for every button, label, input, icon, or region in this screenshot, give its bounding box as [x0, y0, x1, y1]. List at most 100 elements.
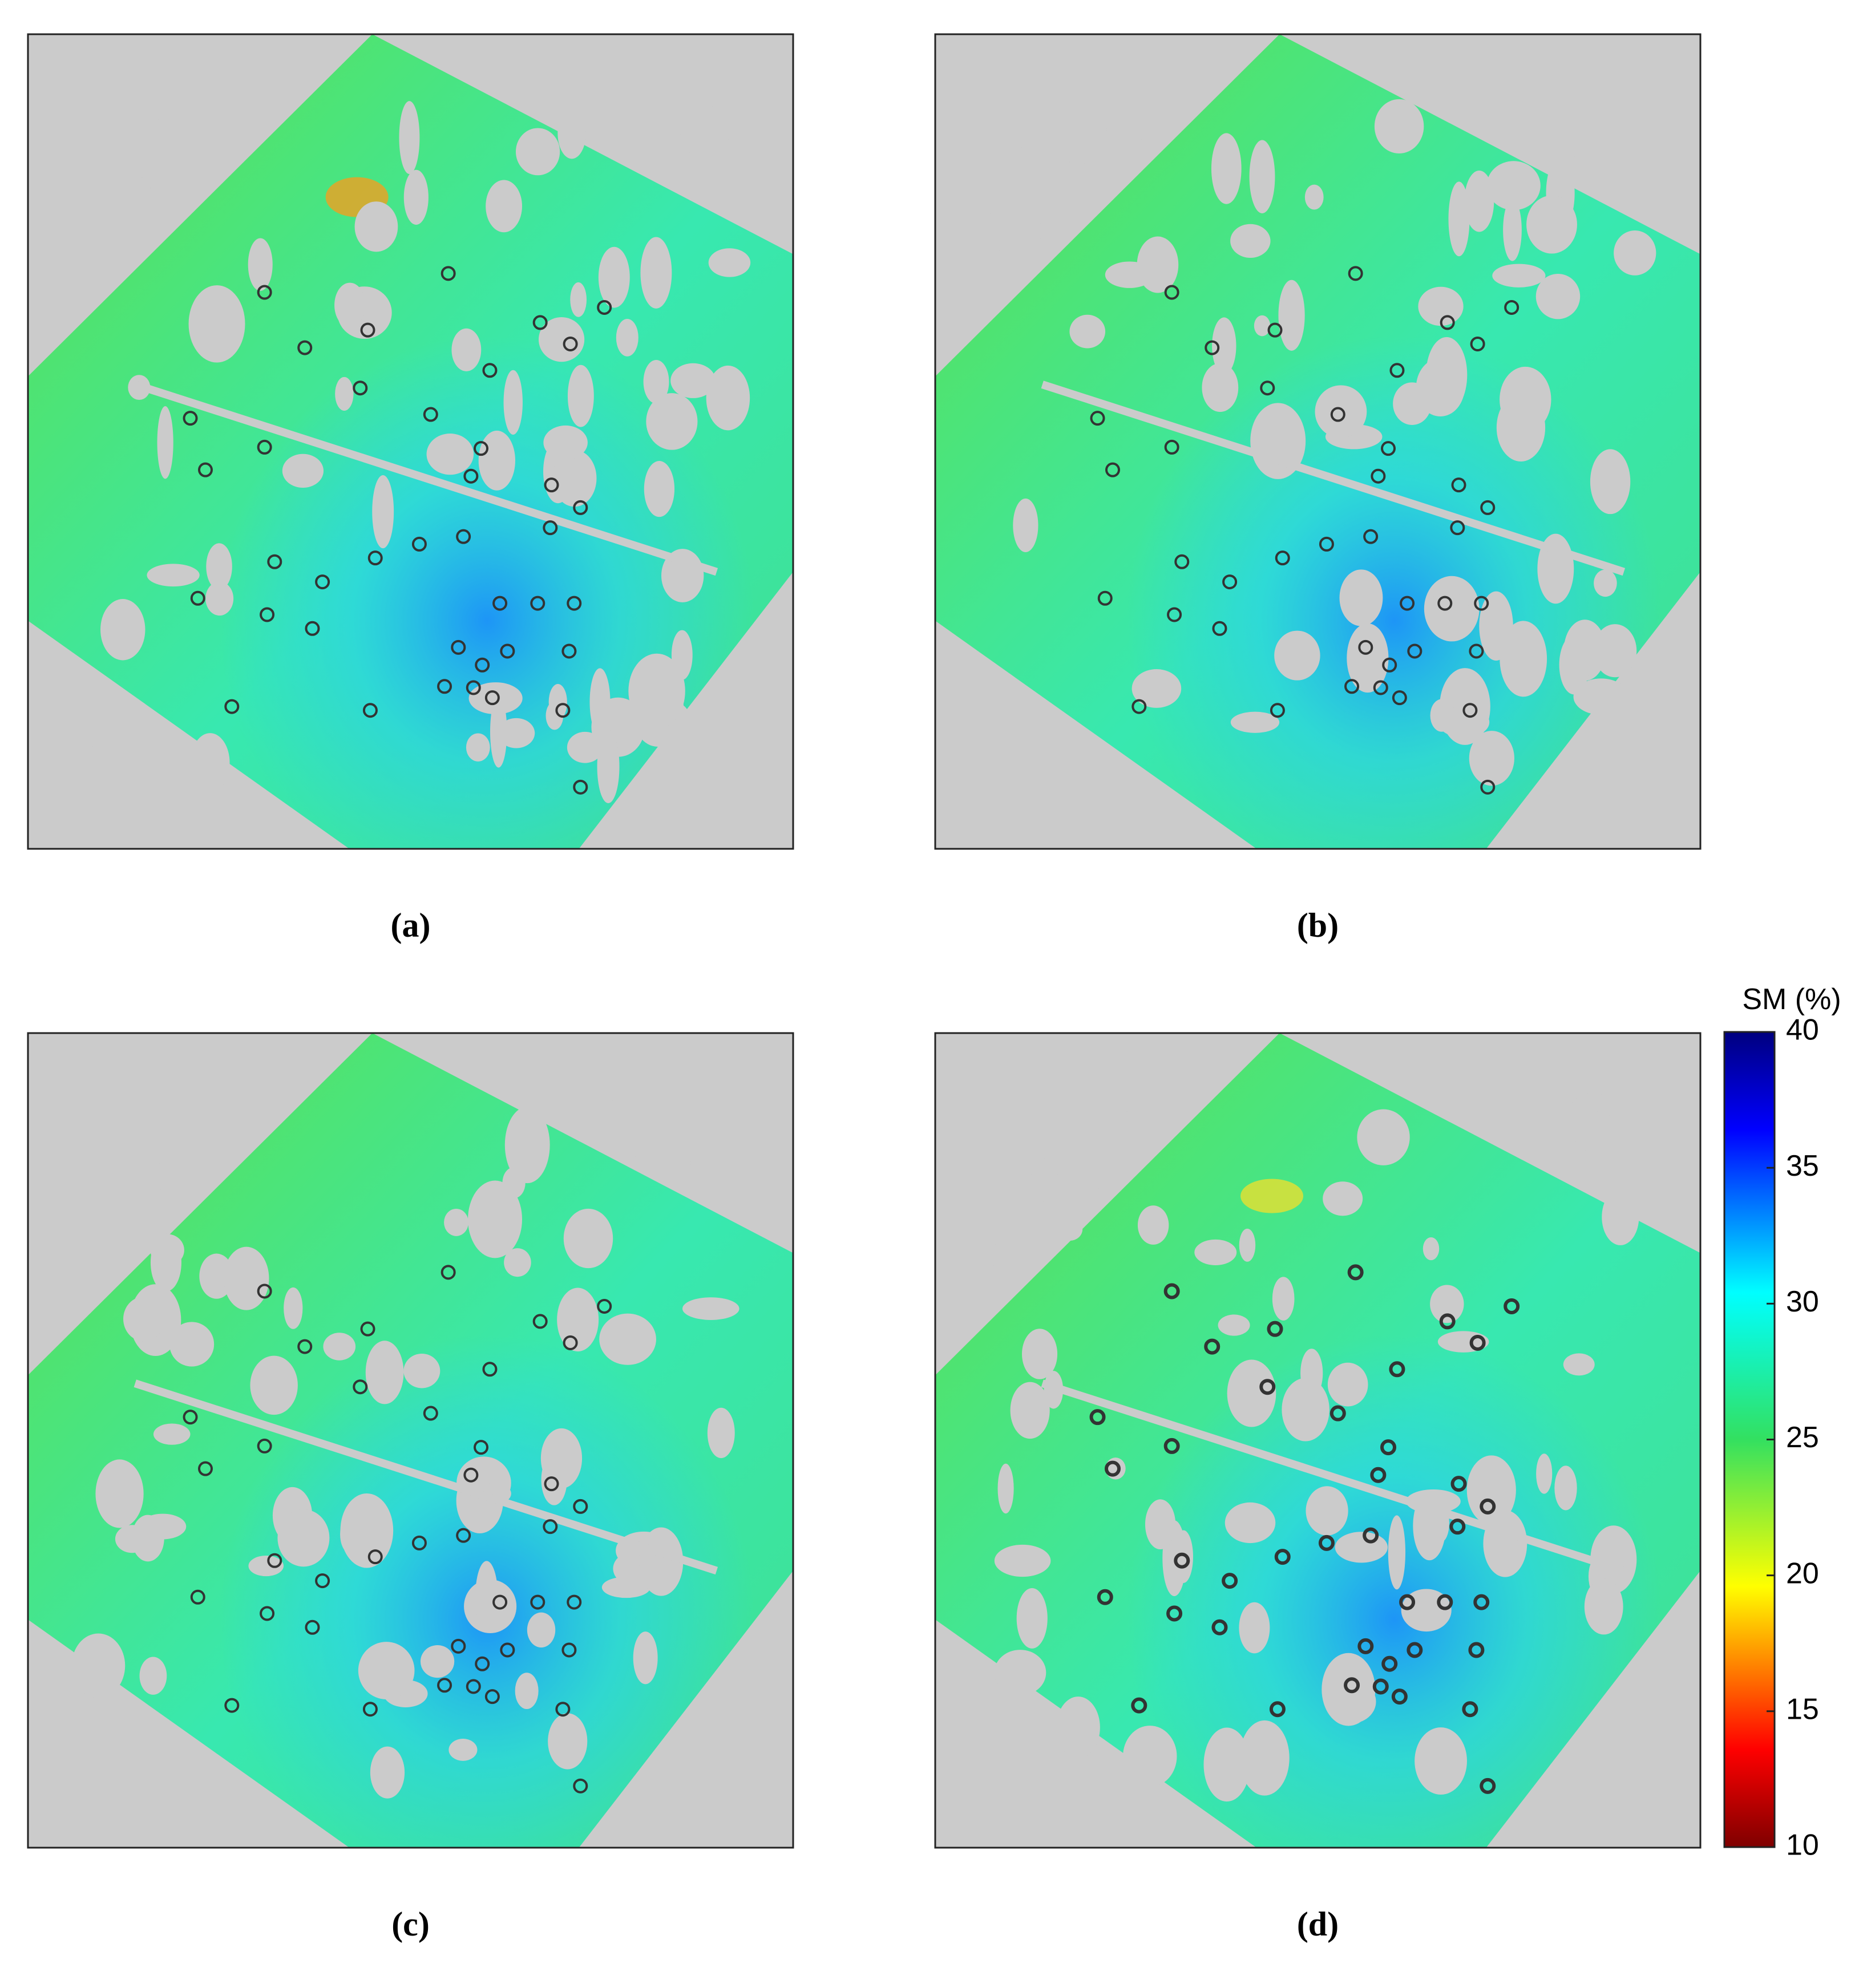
gap	[1593, 624, 1637, 678]
gap	[1327, 1362, 1368, 1407]
sample-point	[1462, 1701, 1478, 1718]
road	[134, 1379, 718, 1575]
sample-point	[543, 520, 558, 536]
sample-point	[315, 574, 330, 590]
sample-point	[183, 1410, 198, 1425]
gap	[563, 1208, 613, 1269]
gap	[372, 475, 394, 549]
sample-point	[315, 1573, 330, 1589]
gap	[681, 105, 729, 160]
map-panel: (b)	[934, 33, 1702, 944]
sample-point	[466, 680, 481, 695]
gap	[515, 128, 560, 176]
sample-point	[1407, 1642, 1423, 1658]
sample-point	[463, 1467, 479, 1483]
gap	[403, 1353, 441, 1388]
gap	[444, 1208, 469, 1236]
sample-point	[451, 1638, 466, 1654]
sample-point	[1389, 363, 1405, 378]
gap	[682, 1297, 739, 1320]
gap	[567, 365, 594, 427]
gap	[1254, 315, 1271, 337]
gap	[993, 1236, 1011, 1282]
gap	[399, 101, 420, 175]
sample-point	[1104, 1460, 1121, 1477]
sample-point	[1275, 550, 1290, 566]
gap	[639, 1527, 684, 1596]
sample-point	[1451, 477, 1466, 493]
sample-point	[257, 1438, 272, 1453]
gap	[1418, 286, 1464, 326]
gap	[75, 714, 103, 747]
gap	[153, 1423, 191, 1445]
sample-point	[260, 1606, 275, 1621]
gap	[1056, 1697, 1100, 1759]
sample-point	[224, 1698, 240, 1713]
gap	[284, 1287, 303, 1329]
sample-point	[500, 643, 515, 659]
sample-point	[353, 1379, 368, 1395]
sample-point	[1380, 1439, 1397, 1456]
sample-point	[1329, 1405, 1346, 1422]
sample-point	[362, 703, 378, 718]
gap	[503, 370, 523, 435]
gap	[1335, 1532, 1388, 1563]
sample-point	[1212, 621, 1227, 636]
panel-label: (c)	[391, 1905, 430, 1943]
gap	[1069, 314, 1106, 349]
sample-point	[411, 536, 427, 552]
sample-point	[561, 643, 577, 659]
sample-point	[1174, 554, 1190, 569]
gap	[1145, 1499, 1176, 1550]
sample-point	[1105, 462, 1120, 477]
sample-point	[1131, 1697, 1147, 1714]
sample-point	[1399, 1594, 1416, 1610]
gap	[597, 730, 620, 804]
sample-point	[573, 779, 588, 795]
gap	[502, 1167, 526, 1199]
sample-point	[597, 1298, 612, 1314]
sample-point	[367, 1549, 383, 1565]
sample-point	[573, 500, 588, 515]
gap	[504, 1107, 550, 1184]
sample-point	[530, 596, 545, 611]
sample-point	[492, 596, 508, 611]
colorbar-ramp	[1723, 1031, 1776, 1848]
colorbar-tick-label: 10	[1786, 1829, 1819, 1862]
gap	[597, 1097, 652, 1159]
gap	[706, 365, 750, 431]
gap	[1040, 1154, 1058, 1208]
sample-point	[530, 1594, 545, 1610]
sample-point	[456, 1528, 471, 1543]
gap	[1300, 1349, 1323, 1398]
sample-point	[1480, 500, 1496, 515]
sample-point	[1370, 1467, 1387, 1483]
gap	[543, 425, 588, 460]
sample-point	[1470, 336, 1485, 351]
sample-point	[1391, 1689, 1408, 1705]
sample-point	[1440, 315, 1455, 330]
sample-point	[367, 550, 383, 566]
gap	[147, 564, 200, 587]
sample-point	[360, 1321, 375, 1337]
sample-point	[1267, 1321, 1283, 1337]
gap	[334, 282, 366, 328]
gap	[527, 1612, 556, 1648]
sample-point	[1097, 1589, 1113, 1605]
gap	[1272, 1277, 1295, 1321]
map-area	[935, 1033, 1700, 1848]
dry-patch	[1240, 1179, 1304, 1213]
sample-point	[1392, 690, 1407, 706]
gap	[646, 393, 698, 450]
sample-point	[561, 1642, 577, 1658]
gap	[1503, 199, 1522, 261]
colorbar-tick-label: 40	[1786, 1014, 1819, 1047]
sample-point	[1468, 1642, 1485, 1658]
gap	[1021, 1329, 1058, 1379]
gap	[628, 653, 685, 729]
sample-point	[260, 607, 275, 622]
gap	[1016, 1588, 1048, 1649]
gap	[994, 1544, 1051, 1577]
road	[134, 380, 718, 576]
